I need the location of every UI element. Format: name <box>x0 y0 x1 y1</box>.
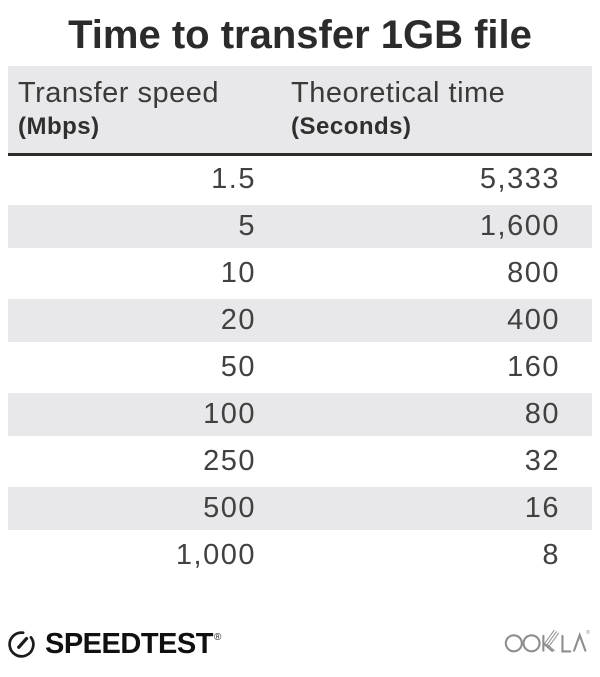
table-row: 50 160 <box>8 344 592 391</box>
cell-transfer-speed: 1,000 <box>175 539 256 571</box>
speedtest-logo: SPEEDTEST ® <box>6 626 222 662</box>
footer: SPEEDTEST ® ® <box>6 626 590 664</box>
table-row: 500 16 <box>8 485 592 532</box>
cell-transfer-speed: 20 <box>220 304 256 336</box>
ookla-registered-mark: ® <box>586 629 590 636</box>
transfer-time-table: Transfer speed (Mbps) Theoretical time (… <box>8 66 592 579</box>
cell-theoretical-time: 1,600 <box>479 210 560 242</box>
cell-theoretical-time: 8 <box>542 539 560 571</box>
column-label-time: Theoretical time <box>291 77 506 109</box>
cell-transfer-speed: 250 <box>203 445 256 477</box>
column-unit-time: (Seconds) <box>291 113 412 140</box>
cell-transfer-speed: 5 <box>238 210 256 242</box>
table-row: 100 80 <box>8 391 592 438</box>
cell-transfer-speed: 50 <box>220 351 256 383</box>
header-divider <box>8 153 592 156</box>
ookla-logo: ® <box>504 626 590 656</box>
table-body: 1.5 5,333 5 1,600 10 800 20 400 50 160 1… <box>8 156 592 579</box>
registered-trademark-icon: ® <box>213 632 222 643</box>
speedtest-gauge-icon <box>8 631 35 658</box>
table-row: 250 32 <box>8 438 592 485</box>
cell-transfer-speed: 10 <box>220 257 256 289</box>
cell-transfer-speed: 1.5 <box>211 163 256 195</box>
cell-transfer-speed: 100 <box>203 398 256 430</box>
table-row: 10 800 <box>8 250 592 297</box>
cell-transfer-speed: 500 <box>203 492 256 524</box>
page-title: Time to transfer 1GB file <box>68 13 532 57</box>
cell-theoretical-time: 80 <box>524 398 560 430</box>
cell-theoretical-time: 400 <box>507 304 560 336</box>
cell-theoretical-time: 800 <box>507 257 560 289</box>
ookla-wordmark-icon: ® <box>504 629 590 653</box>
table-row: 5 1,600 <box>8 203 592 250</box>
column-label-speed: Transfer speed <box>18 77 219 109</box>
table-row: 1.5 5,333 <box>8 156 592 203</box>
cell-theoretical-time: 32 <box>524 445 560 477</box>
cell-theoretical-time: 16 <box>524 492 560 524</box>
table-header: Transfer speed (Mbps) Theoretical time (… <box>8 66 592 153</box>
column-header-transfer-speed: Transfer speed (Mbps) <box>18 77 291 153</box>
column-unit-speed: (Mbps) <box>18 113 100 140</box>
speedtest-wordmark: SPEEDTEST <box>45 628 213 660</box>
cell-theoretical-time: 160 <box>507 351 560 383</box>
column-header-theoretical-time: Theoretical time (Seconds) <box>291 77 592 153</box>
table-row: 1,000 8 <box>8 532 592 579</box>
table-row: 20 400 <box>8 297 592 344</box>
cell-theoretical-time: 5,333 <box>479 163 560 195</box>
